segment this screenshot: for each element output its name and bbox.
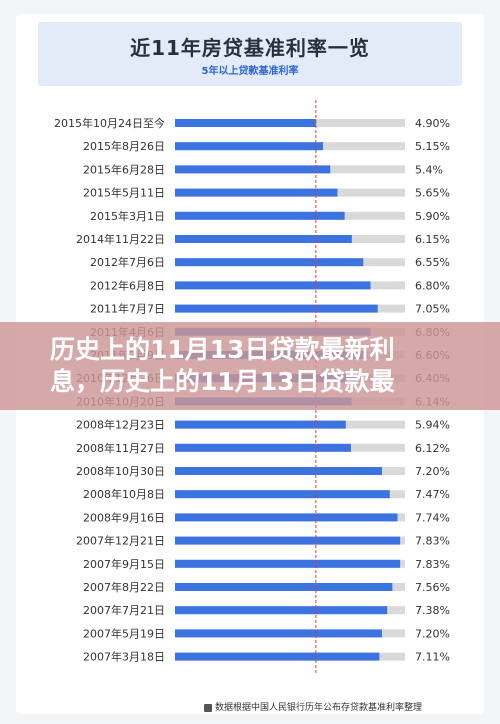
value-label: 7.83% bbox=[415, 558, 450, 571]
source-footnote: 数据根据中国人民银行历年公布存贷款基准利率整理 bbox=[204, 700, 422, 713]
chart-title: 近11年房贷基准利率一览 bbox=[130, 36, 370, 60]
value-label: 6.55% bbox=[415, 256, 450, 269]
bar bbox=[175, 629, 382, 638]
category-label: 2007年12月21日 bbox=[76, 534, 165, 548]
value-label: 4.90% bbox=[415, 117, 450, 130]
bar bbox=[175, 211, 345, 220]
category-label: 2007年5月19日 bbox=[83, 626, 165, 640]
value-label: 5.90% bbox=[415, 210, 450, 223]
category-label: 2012年6月8日 bbox=[90, 278, 165, 292]
category-label: 2011年7月7日 bbox=[90, 302, 165, 316]
value-label: 5.15% bbox=[415, 140, 450, 153]
category-label: 2008年12月23日 bbox=[76, 418, 165, 432]
chart-header: 近11年房贷基准利率一览 5年以上贷款基准利率 bbox=[38, 22, 462, 86]
bar bbox=[175, 467, 382, 475]
value-label: 7.38% bbox=[415, 604, 450, 617]
bar bbox=[175, 281, 371, 290]
value-label: 5.94% bbox=[415, 419, 450, 432]
category-label: 2007年7月21日 bbox=[83, 603, 165, 617]
bar bbox=[175, 420, 346, 429]
value-label: 5.4% bbox=[415, 163, 443, 176]
value-label: 7.05% bbox=[415, 303, 450, 316]
bar bbox=[175, 559, 401, 568]
bar bbox=[175, 119, 316, 127]
source-footnote-text: 数据根据中国人民银行历年公布存贷款基准利率整理 bbox=[215, 703, 423, 713]
category-label: 2015年8月26日 bbox=[83, 139, 165, 153]
category-label: 2008年10月8日 bbox=[83, 487, 165, 501]
value-label: 6.80% bbox=[415, 279, 450, 292]
article-title-line-2: 息，历史上的11月13日贷款最 bbox=[50, 367, 395, 396]
bar bbox=[175, 490, 390, 499]
article-title-line-1: 历史上的11月13日贷款最新利 bbox=[50, 335, 395, 364]
source-icon bbox=[204, 703, 212, 712]
bar bbox=[175, 165, 331, 174]
category-label: 2015年3月1日 bbox=[90, 209, 165, 223]
value-label: 7.56% bbox=[415, 581, 450, 594]
bar bbox=[175, 142, 324, 151]
value-label: 6.15% bbox=[415, 233, 450, 246]
bar bbox=[175, 652, 380, 661]
bar bbox=[175, 606, 388, 615]
category-label: 2012年7月6日 bbox=[90, 255, 165, 269]
category-label: 2015年6月28日 bbox=[83, 162, 165, 176]
category-label: 2008年10月30日 bbox=[76, 464, 165, 478]
bar bbox=[175, 583, 393, 591]
category-label: 2007年3月18日 bbox=[83, 650, 165, 664]
bar bbox=[175, 513, 398, 522]
chart-subtitle: 5年以上贷款基准利率 bbox=[201, 66, 299, 77]
bar bbox=[175, 443, 351, 452]
category-label: 2015年10月24日至今 bbox=[54, 116, 165, 130]
value-label: 7.74% bbox=[415, 511, 450, 524]
value-label: 7.83% bbox=[415, 535, 450, 548]
value-label: 7.11% bbox=[415, 651, 450, 664]
category-label: 2008年11月27日 bbox=[76, 441, 165, 455]
category-label: 2014年11月22日 bbox=[76, 232, 165, 246]
bar bbox=[175, 258, 364, 267]
bar bbox=[175, 304, 378, 313]
bar bbox=[175, 536, 401, 545]
article-title[interactable]: 历史上的11月13日贷款最新利 息，历史上的11月13日贷款最 bbox=[50, 334, 450, 398]
category-label: 2015年5月11日 bbox=[83, 186, 165, 200]
value-label: 7.20% bbox=[415, 627, 450, 640]
bar bbox=[175, 188, 338, 197]
value-label: 7.47% bbox=[415, 488, 450, 501]
bar bbox=[175, 235, 352, 243]
article-title-banner[interactable]: 历史上的11月13日贷款最新利 息，历史上的11月13日贷款最 bbox=[0, 322, 500, 410]
category-label: 2008年9月16日 bbox=[83, 510, 165, 524]
category-label: 2007年8月22日 bbox=[83, 580, 165, 594]
value-label: 6.12% bbox=[415, 442, 450, 455]
category-label: 2007年9月15日 bbox=[83, 557, 165, 571]
value-label: 5.65% bbox=[415, 187, 450, 200]
value-label: 7.20% bbox=[415, 465, 450, 478]
